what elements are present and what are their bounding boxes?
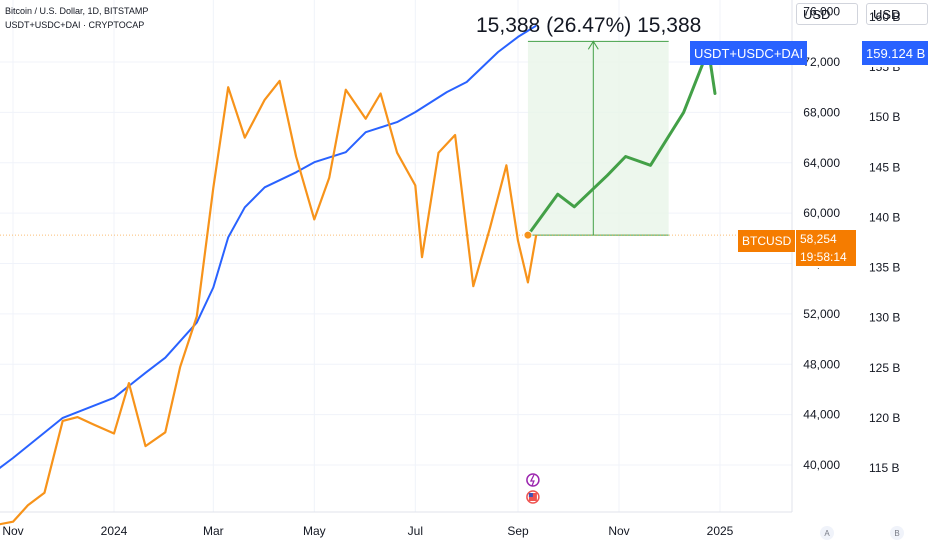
price-tick-label: 44,000 bbox=[803, 408, 840, 422]
chart-grid bbox=[0, 0, 793, 513]
btc-price-badge: 58,254 bbox=[796, 230, 856, 248]
billions-tick-label: 135 B bbox=[869, 261, 900, 275]
measure-label: 15,388 (26.47%) 15,388 bbox=[476, 14, 702, 37]
price-scale-unit-right[interactable]: USD bbox=[796, 3, 858, 25]
x-tick-label: 2024 bbox=[101, 524, 128, 538]
x-tick-label: Jul bbox=[408, 524, 423, 538]
x-tick-label: May bbox=[303, 524, 326, 538]
billions-tick-label: 125 B bbox=[869, 361, 900, 375]
price-tick-label: 72,000 bbox=[803, 55, 840, 69]
auto-scale-button[interactable]: A bbox=[820, 526, 834, 540]
btc-last-point bbox=[523, 230, 533, 240]
event-markers[interactable] bbox=[526, 473, 540, 504]
price-tick-label: 48,000 bbox=[803, 357, 840, 371]
billions-tick-label: 145 B bbox=[869, 160, 900, 174]
stablecoin-series-line bbox=[0, 24, 537, 470]
billions-tick-label: 115 B bbox=[869, 461, 899, 475]
chart-series bbox=[0, 24, 792, 526]
btc-timer-badge: 19:58:14 bbox=[796, 248, 856, 266]
billions-tick-label: 150 B bbox=[869, 110, 900, 124]
x-axis-ticks: Nov 2024 Mar May Jul Sep Nov 2025 bbox=[2, 524, 733, 538]
x-tick-label: Sep bbox=[507, 524, 529, 538]
price-scale-unit-left[interactable]: USD bbox=[866, 3, 928, 25]
chart-title: Bitcoin / U.S. Dollar, 1D, BITSTAMP bbox=[5, 6, 149, 16]
price-tick-label: 64,000 bbox=[803, 156, 840, 170]
billions-tick-label: 130 B bbox=[869, 311, 900, 325]
x-tick-label: 2025 bbox=[707, 524, 734, 538]
flag-canton bbox=[528, 493, 533, 497]
price-tick-label: 60,000 bbox=[803, 206, 840, 220]
x-tick-label: Nov bbox=[2, 524, 23, 538]
measure-arrow-head bbox=[587, 40, 599, 50]
billions-tick-label-partial: 160 B bbox=[869, 10, 900, 24]
billions-tick-label: 140 B bbox=[869, 210, 900, 224]
x-tick-label: Nov bbox=[608, 524, 629, 538]
btc-series-line bbox=[0, 79, 538, 526]
price-tick-label: 68,000 bbox=[803, 105, 840, 119]
lightning-glyph bbox=[529, 474, 535, 487]
projection-line bbox=[526, 47, 717, 237]
lightning-icon[interactable] bbox=[526, 473, 540, 487]
stable-value-badge: 159.124 B bbox=[862, 41, 928, 65]
price-tick-label-partial: 76,000 bbox=[803, 5, 840, 19]
price-tick-label: 52,000 bbox=[803, 307, 840, 321]
x-tick-label: Mar bbox=[203, 524, 224, 538]
measure-range-box bbox=[527, 40, 669, 236]
price-tick-label: 40,000 bbox=[803, 458, 840, 472]
btc-name-badge: BTCUSD bbox=[738, 230, 796, 252]
second-series-label: USDT+USDC+DAI · CRYPTOCAP bbox=[5, 20, 145, 30]
stable-name-badge: USDT+USDC+DAI bbox=[690, 41, 808, 65]
billions-tick-label: 120 B bbox=[869, 411, 900, 425]
log-scale-button[interactable]: B bbox=[890, 526, 904, 540]
